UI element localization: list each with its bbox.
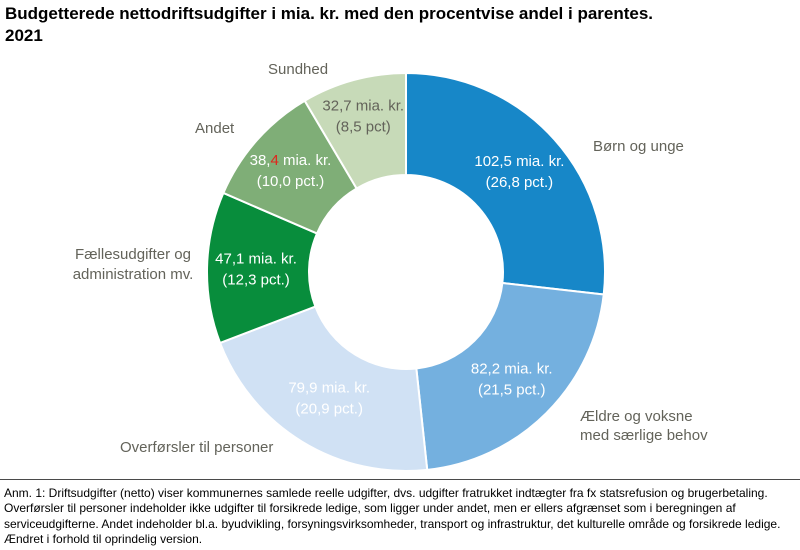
segment-pct-label-overførsler-til-personer: (20,9 pct.) — [295, 400, 363, 417]
category-label-overførsler-til-personer: Overførsler til personer — [120, 439, 273, 456]
segment-value-label-overførsler-til-personer: 79,9 mia. kr. — [288, 379, 370, 396]
category-label-ældre-og-voksne-med-særlige-behov-line2: med særlige behov — [580, 427, 708, 444]
category-label-børn-og-unge: Børn og unge — [593, 138, 684, 155]
chart-title-line2: 2021 — [5, 26, 43, 46]
donut-segment-børn-og-unge — [405, 72, 606, 296]
chart-title: Budgetterede nettodriftsudgifter i mia. … — [5, 3, 785, 47]
segment-value-label-sundhed: 32,7 mia. kr. — [322, 98, 404, 115]
footnote: Anm. 1: Driftsudgifter (netto) viser kom… — [0, 479, 800, 547]
chart-title-line1: Budgetterede nettodriftsudgifter i mia. … — [5, 4, 654, 23]
segment-pct-label-fællesudgifter-og-administration-mv: (12,3 pct.) — [222, 272, 290, 289]
segment-value-label-ældre-og-voksne-med-særlige-behov: 82,2 mia. kr. — [471, 360, 553, 377]
donut-segment-sundhed — [303, 72, 407, 190]
category-label-fællesudgifter-og-administration-mv-line2: administration mv. — [73, 266, 194, 283]
category-label-sundhed: Sundhed — [268, 61, 328, 78]
segment-pct-label-ældre-og-voksne-med-særlige-behov: (21,5 pct.) — [478, 381, 546, 398]
donut-segment-overførsler-til-personer — [219, 305, 429, 472]
segment-pct-label-andet: (10,0 pct.) — [257, 173, 325, 190]
segment-value-label-andet: 38,4 mia. kr. — [250, 152, 332, 169]
donut-segment-ældre-og-voksne-med-særlige-behov — [415, 281, 605, 471]
category-label-ældre-og-voksne-med-særlige-behov-line1: Ældre og voksne — [580, 408, 693, 425]
category-label-fællesudgifter-og-administration-mv-line1: Fællesudgifter og — [75, 246, 191, 263]
category-label-andet: Andet — [195, 120, 235, 137]
segment-pct-label-sundhed: (8,5 pct) — [336, 119, 391, 136]
segment-value-label-børn-og-unge: 102,5 mia. kr. — [474, 153, 564, 170]
segment-value-label-fællesudgifter-og-administration-mv: 47,1 mia. kr. — [215, 251, 297, 268]
segment-pct-label-børn-og-unge: (26,8 pct.) — [486, 174, 554, 191]
